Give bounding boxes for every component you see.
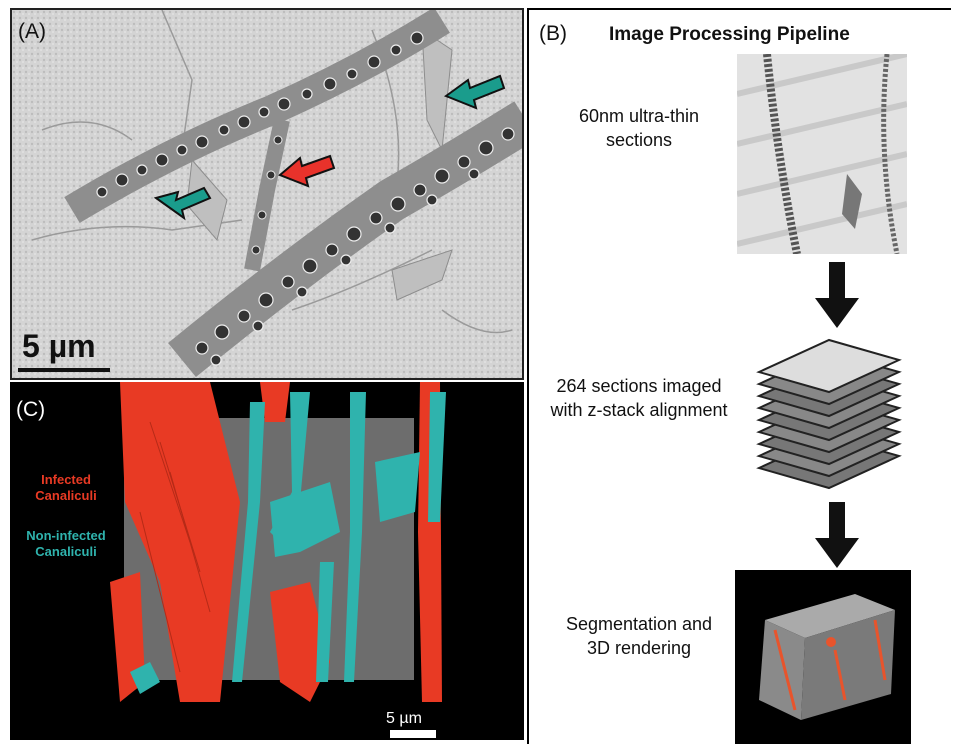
legend-non-infected: Non-infected Canaliculi xyxy=(26,528,106,559)
panel-c-label: (C) xyxy=(16,398,46,421)
arrow-down-icon xyxy=(815,262,859,328)
panel-c: (C) Infected Canaliculi Non-infected Can… xyxy=(10,382,524,740)
pipeline-title: Image Processing Pipeline xyxy=(609,24,850,45)
ultra-thin-section-image xyxy=(737,54,907,254)
panel-b: (B) Image Processing Pipeline 60nm ultra… xyxy=(527,8,951,744)
panel-a-label: (A) xyxy=(18,20,46,43)
teal-arrow-icon xyxy=(153,186,212,221)
scale-bar-label: 5 µm xyxy=(386,710,422,727)
legend-infected: Infected Canaliculi xyxy=(35,472,97,503)
non-infected-canaliculi-rendering xyxy=(130,392,446,694)
teal-arrow-icon xyxy=(443,74,506,110)
tem-micrograph xyxy=(12,10,522,378)
z-stack-image xyxy=(756,338,902,490)
panel-b-label: (B) xyxy=(539,22,567,45)
red-arrow-icon xyxy=(278,154,336,188)
panel-a: (A) 5 µm xyxy=(10,8,524,380)
3d-block-rendering-image xyxy=(735,570,911,744)
infected-canaliculi-rendering xyxy=(110,382,442,702)
scale-bar-label: 5 µm xyxy=(22,328,96,364)
arrow-down-icon xyxy=(815,502,859,568)
3d-rendering xyxy=(110,382,446,738)
infected-canaliculus-band-lower xyxy=(168,101,522,378)
step-1-text: 60nm ultra-thin sections xyxy=(578,106,700,150)
infected-canaliculus-band-upper xyxy=(64,10,450,223)
step-3-text: Segmentation and 3D rendering xyxy=(565,614,713,658)
scale-bar xyxy=(18,368,110,372)
step-2-text: 264 sections imaged with z-stack alignme… xyxy=(550,376,728,420)
scale-bar xyxy=(390,730,436,738)
